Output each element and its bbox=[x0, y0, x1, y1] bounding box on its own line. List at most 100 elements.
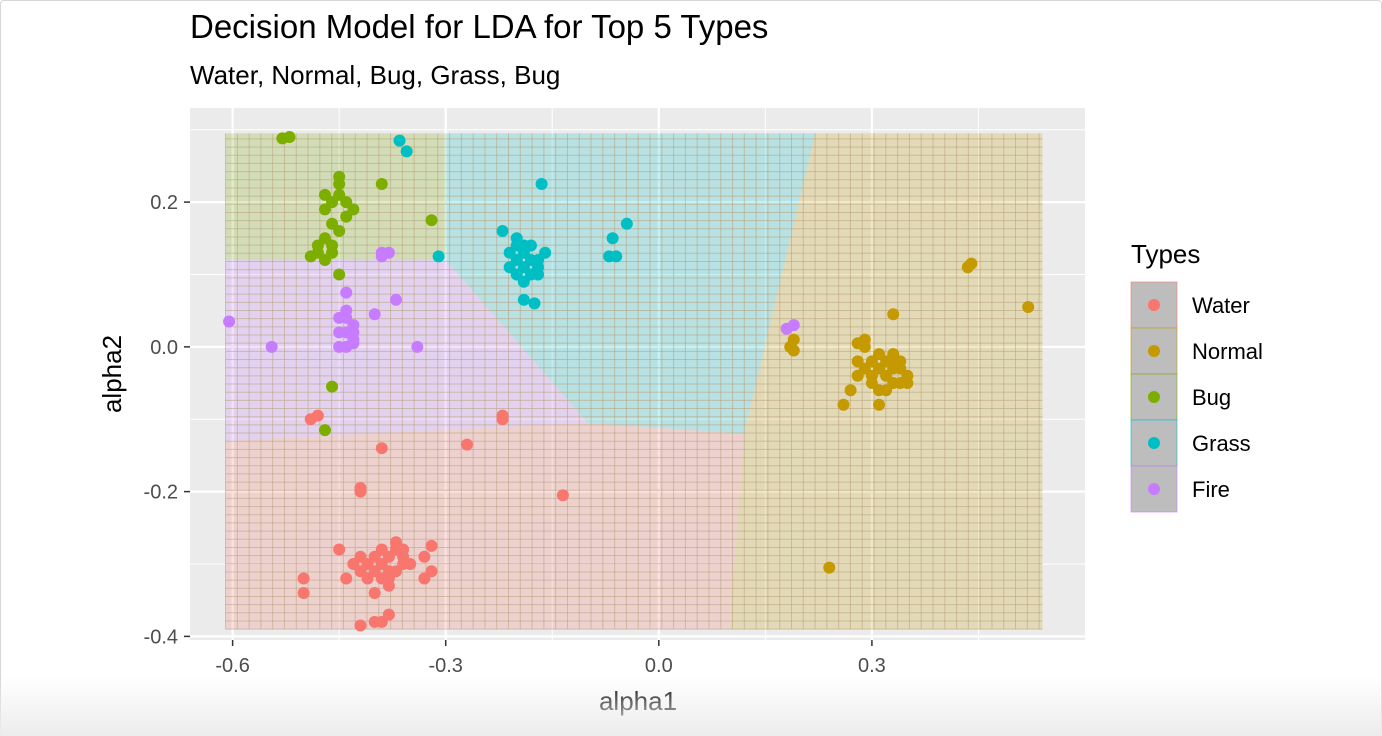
point-grass bbox=[528, 297, 541, 310]
x-tick-label: 0.3 bbox=[858, 655, 886, 677]
point-normal bbox=[894, 362, 907, 375]
legend-label-bug: Bug bbox=[1192, 385, 1231, 410]
point-water bbox=[382, 608, 395, 621]
y-tick-label: -0.2 bbox=[144, 482, 178, 504]
legend-label-water: Water bbox=[1192, 293, 1250, 318]
point-water bbox=[361, 572, 374, 585]
x-axis-title: alpha1 bbox=[599, 686, 677, 716]
point-normal bbox=[965, 257, 978, 270]
point-normal bbox=[887, 348, 900, 361]
point-water bbox=[297, 586, 310, 599]
point-water bbox=[496, 409, 509, 422]
legend-dot-water bbox=[1148, 299, 1160, 311]
y-tick-label: 0.2 bbox=[150, 192, 178, 214]
point-normal bbox=[887, 308, 900, 321]
point-normal bbox=[851, 355, 864, 368]
point-bug bbox=[311, 239, 324, 252]
point-water bbox=[354, 550, 367, 563]
axis-ticks: -0.6 -0.3 0.0 0.3 0.2 0.0 -0.2 -0.4 bbox=[144, 192, 886, 677]
x-tick-label: -0.6 bbox=[215, 655, 249, 677]
point-water bbox=[297, 572, 310, 585]
legend-dot-normal bbox=[1148, 345, 1160, 357]
chart-subtitle: Water, Normal, Bug, Grass, Bug bbox=[190, 60, 560, 90]
point-water bbox=[368, 550, 381, 563]
legend-dot-bug bbox=[1148, 391, 1160, 403]
point-normal bbox=[823, 561, 836, 574]
point-normal bbox=[887, 377, 900, 390]
point-water bbox=[404, 558, 417, 570]
point-normal bbox=[851, 369, 864, 382]
point-normal bbox=[865, 369, 878, 382]
point-bug bbox=[326, 246, 339, 259]
point-fire bbox=[265, 340, 278, 353]
point-fire bbox=[333, 311, 346, 324]
point-bug bbox=[318, 424, 331, 437]
point-water bbox=[354, 485, 367, 498]
point-fire bbox=[223, 315, 236, 328]
chart-title: Decision Model for LDA for Top 5 Types bbox=[190, 8, 768, 45]
point-normal bbox=[873, 398, 886, 411]
point-normal bbox=[873, 384, 886, 397]
point-fire bbox=[340, 286, 353, 299]
point-normal bbox=[784, 340, 797, 353]
point-bug bbox=[375, 178, 388, 190]
point-water bbox=[354, 619, 367, 632]
point-bug bbox=[425, 214, 438, 227]
point-bug bbox=[326, 380, 339, 393]
point-normal bbox=[901, 377, 914, 390]
point-water bbox=[397, 543, 410, 556]
point-normal bbox=[837, 398, 850, 411]
region-grass bbox=[445, 133, 816, 434]
point-bug bbox=[318, 188, 331, 201]
point-bug bbox=[304, 250, 317, 263]
y-axis-title: alpha2 bbox=[97, 335, 127, 413]
point-normal bbox=[844, 384, 857, 397]
point-fire bbox=[333, 326, 346, 339]
point-grass bbox=[432, 250, 445, 263]
point-grass bbox=[496, 225, 509, 238]
legend-title: Types bbox=[1131, 239, 1200, 269]
point-water bbox=[375, 442, 388, 455]
point-grass bbox=[517, 275, 530, 288]
point-bug bbox=[347, 203, 360, 216]
point-grass bbox=[606, 232, 619, 245]
legend-dot-grass bbox=[1148, 437, 1160, 449]
x-tick-label: 0.0 bbox=[645, 655, 673, 677]
x-tick-label: -0.3 bbox=[428, 655, 462, 677]
point-water bbox=[425, 565, 438, 578]
legend-label-normal: Normal bbox=[1192, 339, 1263, 364]
point-grass bbox=[393, 134, 406, 147]
point-grass bbox=[517, 293, 530, 306]
point-grass bbox=[610, 250, 623, 263]
point-water bbox=[333, 543, 346, 556]
point-normal bbox=[1022, 301, 1035, 314]
point-grass bbox=[620, 217, 633, 230]
point-grass bbox=[400, 145, 413, 158]
point-bug bbox=[283, 130, 296, 143]
y-tick-label: 0.0 bbox=[150, 337, 178, 359]
point-grass bbox=[539, 246, 552, 259]
point-fire bbox=[347, 337, 360, 350]
point-fire bbox=[375, 250, 388, 263]
point-bug bbox=[333, 268, 346, 281]
point-normal bbox=[851, 337, 864, 350]
point-grass bbox=[535, 178, 548, 190]
point-fire bbox=[389, 293, 402, 306]
point-water bbox=[368, 615, 381, 628]
point-grass bbox=[532, 268, 545, 281]
point-water bbox=[425, 539, 438, 552]
point-water bbox=[382, 565, 395, 578]
legend-label-fire: Fire bbox=[1192, 477, 1230, 502]
point-bug bbox=[333, 225, 346, 238]
point-fire bbox=[347, 326, 360, 339]
point-fire bbox=[787, 319, 800, 332]
legend-label-grass: Grass bbox=[1192, 431, 1251, 456]
y-tick-label: -0.4 bbox=[144, 626, 178, 648]
point-water bbox=[461, 438, 474, 451]
scatter-points bbox=[223, 130, 1035, 632]
point-grass bbox=[503, 261, 516, 274]
point-fire bbox=[333, 340, 346, 353]
point-grass bbox=[517, 239, 530, 252]
point-fire bbox=[368, 308, 381, 321]
